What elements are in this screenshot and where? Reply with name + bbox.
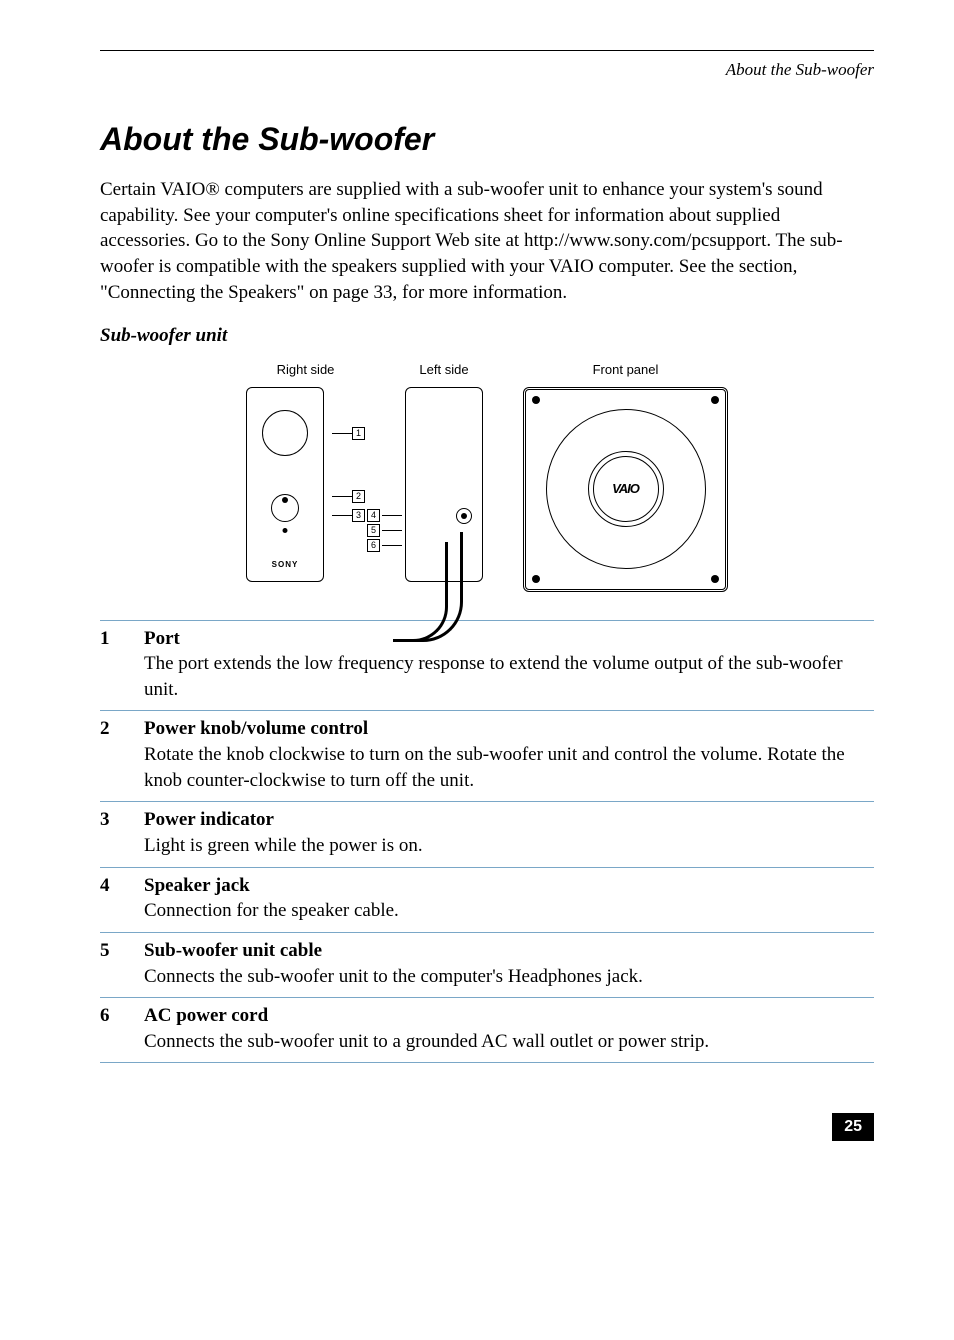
power-indicator-icon: [283, 528, 288, 533]
item-desc: Connection for the speaker cable.: [144, 900, 399, 921]
item-term: Port: [144, 628, 180, 649]
vaio-logo: VAIO: [593, 456, 659, 522]
item-number: 4: [100, 867, 144, 932]
table-row: 1 Port The port extends the low frequenc…: [100, 620, 874, 711]
left-side-label: Left side: [419, 361, 468, 379]
definitions-table: 1 Port The port extends the low frequenc…: [100, 620, 874, 1064]
right-side-box: SONY: [246, 387, 324, 582]
item-number: 1: [100, 620, 144, 711]
item-number: 3: [100, 802, 144, 867]
item-term: Power knob/volume control: [144, 718, 368, 739]
item-desc: Connects the sub-woofer unit to a ground…: [144, 1031, 709, 1052]
speaker-jack-icon: [456, 508, 472, 524]
callout-4: 4: [367, 509, 380, 522]
table-row: 6 AC power cord Connects the sub-woofer …: [100, 998, 874, 1063]
port-icon: [262, 410, 308, 456]
front-panel-box: VAIO: [523, 387, 728, 592]
item-term: Sub-woofer unit cable: [144, 940, 322, 961]
table-row: 4 Speaker jack Connection for the speake…: [100, 867, 874, 932]
diagram-left-side: Left side 4 5 6: [405, 361, 483, 592]
item-term: Speaker jack: [144, 875, 250, 896]
subwoofer-diagram: Right side SONY 1 2 3 Left side 4 5 6: [100, 361, 874, 592]
screw-icon: [532, 396, 540, 404]
item-desc: Rotate the knob clockwise to turn on the…: [144, 744, 845, 791]
item-number: 2: [100, 711, 144, 802]
callout-2: 2: [352, 490, 365, 503]
brand-label: SONY: [247, 560, 323, 571]
item-term: Power indicator: [144, 809, 274, 830]
page-title: About the Sub-woofer: [100, 118, 874, 161]
table-row: 2 Power knob/volume control Rotate the k…: [100, 711, 874, 802]
callout-3: 3: [352, 509, 365, 522]
item-desc: The port extends the low frequency respo…: [144, 653, 843, 700]
screw-icon: [532, 575, 540, 583]
page-number: 25: [832, 1113, 874, 1141]
front-panel-label: Front panel: [593, 361, 659, 379]
callout-6: 6: [367, 539, 380, 552]
page-footer: 25: [100, 1113, 874, 1141]
item-term: AC power cord: [144, 1005, 268, 1026]
item-number: 6: [100, 998, 144, 1063]
item-number: 5: [100, 932, 144, 997]
running-header: About the Sub-woofer: [100, 59, 874, 82]
item-desc: Light is green while the power is on.: [144, 835, 423, 856]
figure-caption: Sub-woofer unit: [100, 323, 874, 349]
header-rule: [100, 50, 874, 51]
item-desc: Connects the sub-woofer unit to the comp…: [144, 966, 643, 987]
power-cord-icon: [393, 542, 448, 642]
power-knob-icon: [271, 494, 299, 522]
callout-5: 5: [367, 524, 380, 537]
right-callouts: 1 2 3: [332, 387, 365, 522]
table-row: 5 Sub-woofer unit cable Connects the sub…: [100, 932, 874, 997]
right-side-label: Right side: [277, 361, 335, 379]
intro-paragraph: Certain VAIO® computers are supplied wit…: [100, 177, 874, 305]
diagram-front-panel: Front panel VAIO: [523, 361, 728, 592]
table-row: 3 Power indicator Light is green while t…: [100, 802, 874, 867]
callout-1: 1: [352, 427, 365, 440]
screw-icon: [711, 396, 719, 404]
screw-icon: [711, 575, 719, 583]
diagram-right-side: Right side SONY 1 2 3: [246, 361, 365, 592]
